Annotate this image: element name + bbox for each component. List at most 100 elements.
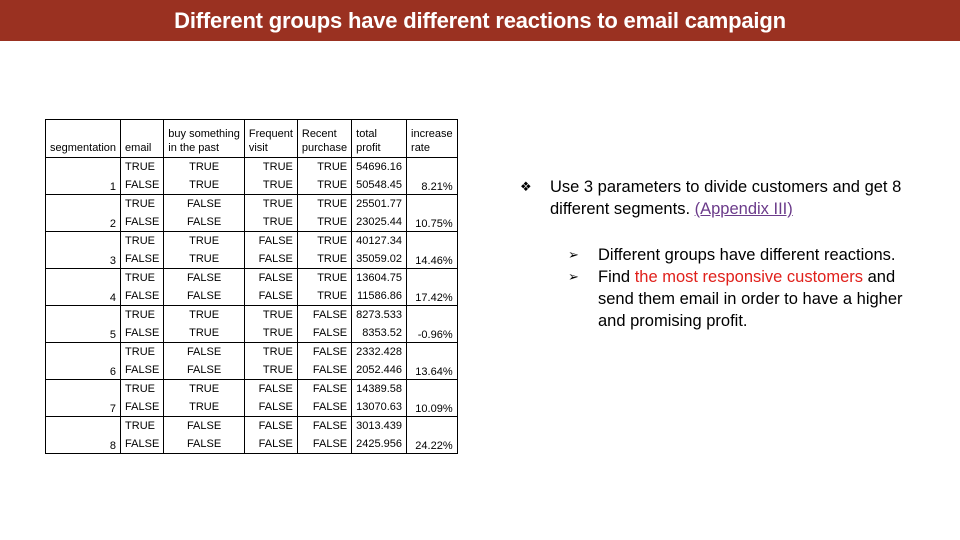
value-cell: FALSE (296, 305, 353, 324)
segment-number: 7 (44, 379, 122, 417)
sub-bullet-2: ➢ Find the most responsive customers and… (568, 266, 920, 332)
increase-rate-cell: 14.46% (406, 231, 458, 269)
value-cell: TRUE (243, 324, 298, 343)
value-cell: TRUE (243, 213, 298, 232)
table-row: 5 TRUE TRUE TRUE FALSE 8273.533 -0.96% (44, 305, 458, 343)
table-row: 6 TRUE FALSE TRUE FALSE 2332.428 13.64% (44, 342, 458, 380)
table-row: FALSE FALSE FALSE TRUE 11586.86 (46, 287, 458, 306)
sub-bullet-1-text: Different groups have different reaction… (598, 246, 896, 264)
value-cell: FALSE (243, 268, 298, 287)
page-title: Different groups have different reaction… (174, 7, 786, 33)
profit-cell: 35059.02 (351, 250, 408, 269)
column-header-line: rate (411, 142, 430, 154)
segment-number: 3 (44, 231, 122, 269)
value-cell: TRUE (163, 157, 245, 176)
value-cell: FALSE (163, 213, 245, 232)
value-cell: TRUE (243, 342, 298, 361)
profit-cell: 2052.446 (351, 361, 408, 380)
column-header-line: buy something (168, 128, 240, 140)
table-row: FALSE FALSE TRUE TRUE 23025.44 (46, 213, 458, 232)
value-cell: FALSE (243, 435, 298, 454)
column-header-line: visit (248, 142, 268, 154)
value-cell: TRUE (163, 176, 245, 195)
value-cell: TRUE (120, 157, 165, 176)
value-cell: TRUE (296, 194, 353, 213)
table-row: FALSE FALSE FALSE FALSE 2425.956 (46, 435, 458, 454)
column-header: Frequent visit (243, 119, 298, 158)
increase-rate-cell: 13.64% (406, 342, 458, 380)
value-cell: TRUE (296, 250, 353, 269)
table-row: 1 TRUE TRUE TRUE TRUE 54696.16 8.21% (44, 157, 458, 195)
value-cell: TRUE (296, 287, 353, 306)
increase-rate-cell: 10.09% (406, 379, 458, 417)
column-header-line: purchase (301, 142, 348, 154)
column-header-line: Recent (301, 128, 337, 140)
profit-cell: 13604.75 (351, 268, 408, 287)
bullet-list: ❖ Use 3 parameters to divide customers a… (520, 176, 920, 332)
value-cell: TRUE (243, 305, 298, 324)
value-cell: TRUE (163, 305, 245, 324)
increase-rate-cell: 10.75% (406, 194, 458, 232)
profit-cell: 2425.956 (351, 435, 408, 454)
value-cell: TRUE (120, 194, 165, 213)
value-cell: FALSE (163, 268, 245, 287)
table-row: 7 TRUE TRUE FALSE FALSE 14389.58 10.09% (44, 379, 458, 417)
table-row: FALSE TRUE TRUE TRUE 50548.45 (46, 176, 458, 195)
main-bullet: ❖ Use 3 parameters to divide customers a… (520, 176, 920, 220)
column-header-line: Frequent (248, 128, 293, 140)
value-cell: FALSE (120, 435, 165, 454)
value-cell: FALSE (296, 435, 353, 454)
value-cell: FALSE (243, 287, 298, 306)
increase-rate-cell: 24.22% (406, 416, 458, 454)
value-cell: FALSE (296, 398, 353, 417)
column-header-line: in the past (168, 142, 220, 154)
profit-cell: 14389.58 (351, 379, 408, 398)
column-header-line: email (125, 142, 152, 154)
increase-rate-cell: 8.21% (406, 157, 458, 195)
value-cell: TRUE (296, 176, 353, 195)
segmentation-table: segmentation email buy something in the pas… (44, 119, 458, 454)
value-cell: TRUE (120, 416, 165, 435)
column-header-line: segmentation (50, 142, 117, 154)
value-cell: TRUE (120, 342, 165, 361)
value-cell: FALSE (296, 379, 353, 398)
value-cell: FALSE (296, 361, 353, 380)
value-cell: TRUE (243, 194, 298, 213)
value-cell: TRUE (120, 305, 165, 324)
column-header: buy something in the past (163, 119, 245, 158)
value-cell: FALSE (163, 361, 245, 380)
value-cell: FALSE (243, 250, 298, 269)
sub-bullet-list: ➢ Different groups have different reacti… (568, 244, 920, 332)
value-cell: TRUE (120, 268, 165, 287)
value-cell: FALSE (120, 176, 165, 195)
value-cell: TRUE (296, 213, 353, 232)
value-cell: TRUE (296, 268, 353, 287)
value-cell: TRUE (163, 398, 245, 417)
value-cell: TRUE (243, 157, 298, 176)
table-row: FALSE TRUE FALSE TRUE 35059.02 (46, 250, 458, 269)
profit-cell: 13070.63 (351, 398, 408, 417)
table-row: 4 TRUE FALSE FALSE TRUE 13604.75 17.42% (44, 268, 458, 306)
appendix-link[interactable]: (Appendix III) (694, 200, 793, 218)
profit-cell: 8353.52 (351, 324, 408, 343)
table-row: 8 TRUE FALSE FALSE FALSE 3013.439 24.22% (44, 416, 458, 454)
column-header: Recent purchase (296, 119, 353, 158)
column-header: increase rate (406, 119, 458, 158)
column-header-line: total (356, 128, 377, 140)
segment-number: 6 (44, 342, 122, 380)
value-cell: FALSE (243, 379, 298, 398)
highlight-text: the most responsive customers (634, 268, 864, 286)
value-cell: TRUE (296, 231, 353, 250)
value-cell: TRUE (120, 379, 165, 398)
value-cell: FALSE (120, 398, 165, 417)
segment-number: 1 (44, 157, 122, 195)
profit-cell: 25501.77 (351, 194, 408, 213)
increase-rate-cell: 17.42% (406, 268, 458, 306)
segment-number: 4 (44, 268, 122, 306)
value-cell: TRUE (243, 361, 298, 380)
profit-cell: 2332.428 (351, 342, 408, 361)
main-bullet-text: Use 3 parameters to divide customers and… (550, 178, 902, 218)
table-row: FALSE TRUE TRUE FALSE 8353.52 (46, 324, 458, 343)
value-cell: FALSE (243, 398, 298, 417)
value-cell: FALSE (120, 361, 165, 380)
